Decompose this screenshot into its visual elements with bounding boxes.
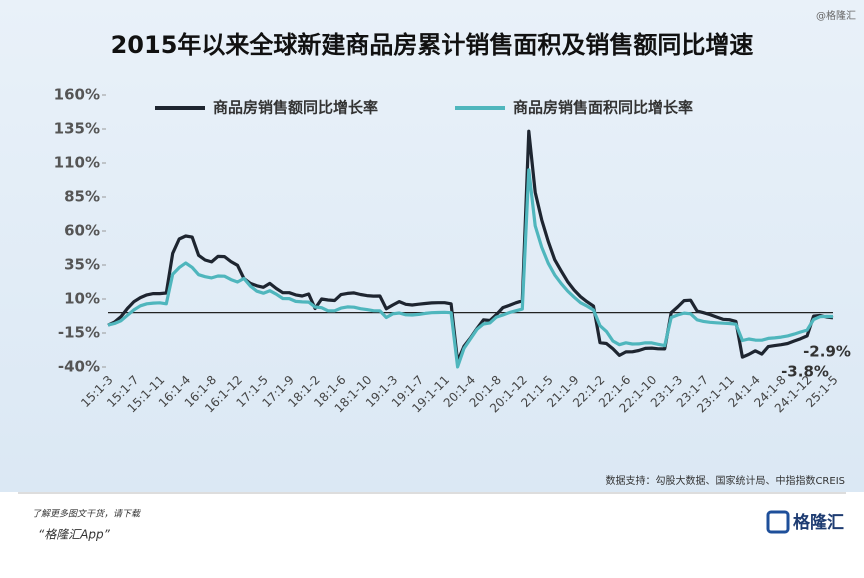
watermark: @格隆汇: [816, 9, 856, 22]
series-line: [107, 168, 834, 369]
y-tick-label: -15%: [58, 324, 100, 342]
y-tick-label: -40%: [58, 358, 100, 376]
legend-label: 商品房销售额同比增长率: [213, 99, 378, 117]
y-tick-label: 35%: [64, 256, 100, 274]
annotation: -3.8%: [781, 363, 829, 381]
chart-background: [0, 0, 864, 492]
logo-text: 格隆汇: [793, 512, 844, 533]
logo-icon: [766, 510, 790, 534]
legend-label: 商品房销售面积同比增长率: [513, 99, 693, 117]
y-tick-label: 60%: [64, 222, 100, 240]
chart-title: 2015年以来全球新建商品房累计销售面积及销售额同比增速: [111, 31, 754, 59]
annotation: -2.9%: [803, 343, 851, 361]
footer-app: “格隆汇App”: [38, 528, 111, 542]
y-tick-label: 10%: [64, 290, 100, 308]
y-tick-label: 160%: [54, 86, 100, 104]
footer-text: 了解更多图文干货，请下载: [32, 509, 141, 520]
y-tick-label: 85%: [64, 188, 100, 206]
y-tick-label: 135%: [54, 120, 100, 138]
source-note: 数据支持：勾股大数据、国家统计局、中指指数CREIS: [605, 474, 845, 487]
y-tick-label: 110%: [54, 154, 100, 172]
